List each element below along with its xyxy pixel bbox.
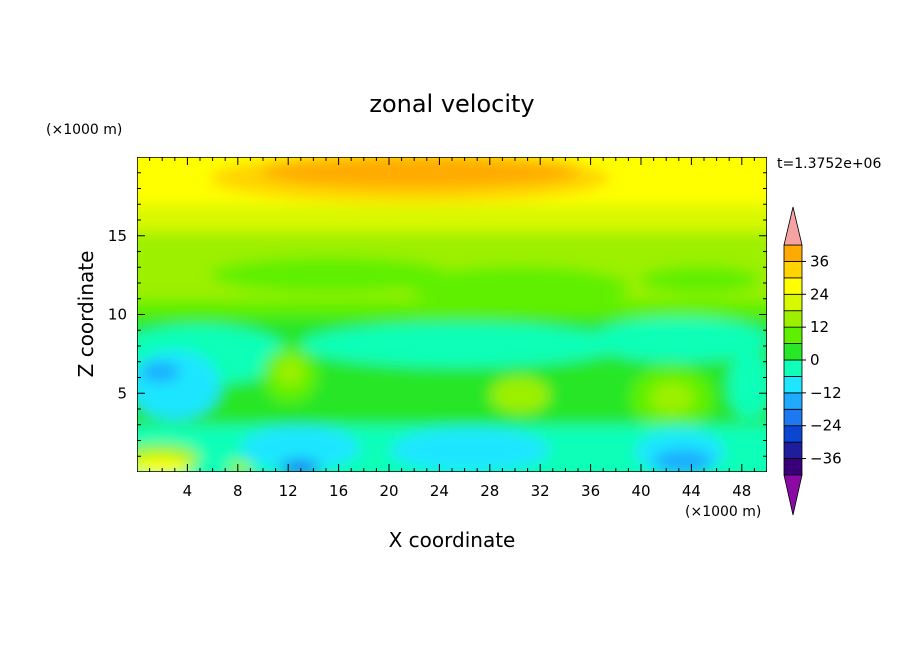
x-units-label: (×1000 m) — [685, 504, 761, 520]
colorbar-segment — [783, 277, 803, 295]
colorbar-label: 0 — [810, 351, 820, 369]
colorbar-segment — [783, 310, 803, 328]
x-axis-label: X coordinate — [389, 528, 516, 552]
x-tick-label: 16 — [329, 482, 348, 500]
colorbar-segment — [783, 343, 803, 361]
y-tick-label: 10 — [108, 306, 127, 324]
colorbar-segment — [783, 441, 803, 459]
x-tick-label: 48 — [732, 482, 751, 500]
colorbar-segment — [783, 376, 803, 394]
x-tick-label: 12 — [279, 482, 298, 500]
colorbar-label: 24 — [810, 285, 829, 303]
colorbar-max-extend — [783, 206, 803, 246]
colorbar-segment — [783, 326, 803, 344]
y-tick-label: 5 — [117, 384, 127, 402]
x-tick-label: 20 — [379, 482, 398, 500]
x-tick-label: 32 — [531, 482, 550, 500]
colorbar-segment — [783, 261, 803, 279]
x-tick-label: 40 — [631, 482, 650, 500]
x-tick-label: 36 — [581, 482, 600, 500]
colorbar-min-extend — [783, 474, 803, 516]
colorbar-segment — [783, 408, 803, 427]
colorbar-segment — [783, 293, 803, 312]
velocity-field — [137, 157, 767, 472]
colorbar-segment — [783, 244, 803, 262]
colorbar-label: −12 — [810, 384, 842, 402]
colorbar-label: 36 — [810, 252, 829, 270]
y-axis-ticks: 5 10 15 — [108, 172, 767, 457]
x-tick-label: 8 — [233, 482, 243, 500]
colorbar-segment — [783, 425, 803, 443]
chart-title: zonal velocity — [369, 90, 534, 118]
colorbar-label: 12 — [810, 318, 829, 336]
colorbar-segment — [783, 359, 803, 377]
colorbar-segment — [783, 458, 803, 476]
y-units-label: (×1000 m) — [46, 122, 122, 138]
y-tick-label: 15 — [108, 227, 127, 245]
x-axis-ticks: 4 8 12 16 20 24 28 32 36 40 44 48 — [149, 157, 755, 500]
x-tick-label: 24 — [430, 482, 449, 500]
x-tick-label: 28 — [480, 482, 499, 500]
x-tick-label: 44 — [682, 482, 701, 500]
colorbar-label: −36 — [810, 450, 842, 468]
colorbar-label: −24 — [810, 417, 842, 435]
time-label: t=1.3752e+06 — [777, 156, 881, 172]
colorbar-segment — [783, 392, 803, 410]
x-tick-label: 4 — [183, 482, 193, 500]
colorbar: 36 24 12 0 −12 −24 −36 — [783, 206, 842, 516]
y-axis-label: Z coordinate — [74, 251, 98, 378]
